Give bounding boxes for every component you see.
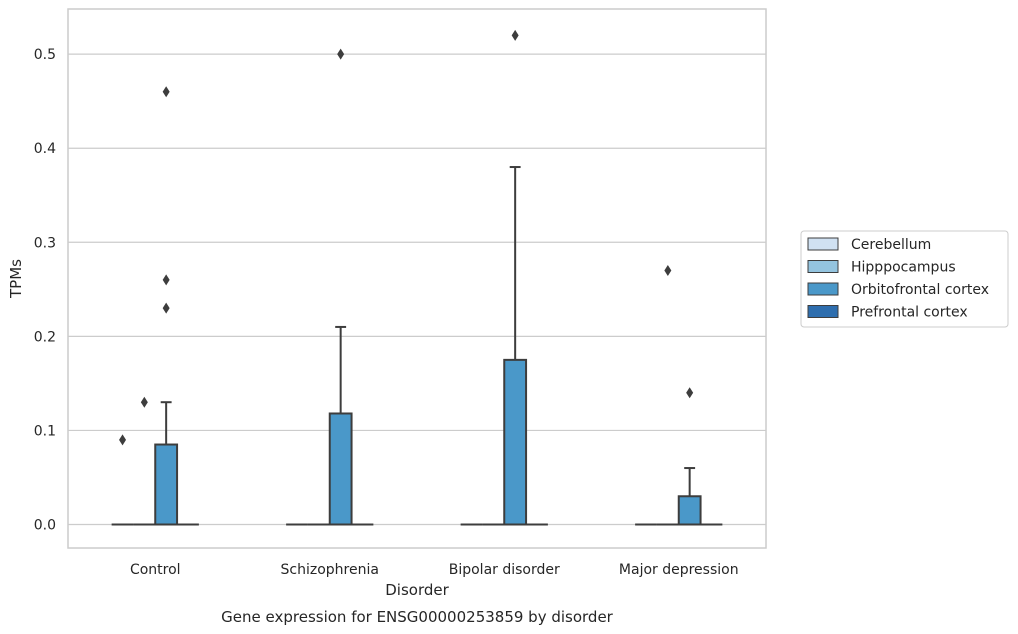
box-hipppocampus-0 — [133, 396, 156, 526]
box-cerebellum-0 — [111, 434, 134, 526]
box-hipppocampus-3 — [656, 265, 679, 526]
outlier-point — [162, 302, 170, 314]
box-orbitofrontal-cortex-3 — [677, 387, 702, 526]
box-orbitofrontal-cortex-2 — [503, 29, 528, 526]
legend-label: Hipppocampus — [851, 260, 956, 276]
legend-item: Cerebellum — [807, 237, 931, 253]
legend-label: Cerebellum — [851, 237, 931, 253]
x-tick-label: Control — [130, 562, 181, 578]
outlier-point — [686, 387, 694, 399]
y-tick-label: 0.1 — [34, 423, 56, 439]
y-axis-label: TPMs — [7, 259, 25, 299]
outlier-point — [664, 265, 672, 277]
plot-marks — [111, 29, 723, 526]
legend-swatch — [807, 260, 839, 273]
outlier-point — [140, 396, 148, 408]
y-tick-label: 0.2 — [34, 329, 56, 345]
legend-label: Orbitofrontal cortex — [851, 282, 989, 298]
y-tick-label: 0.4 — [34, 141, 56, 157]
y-tick-label: 0.5 — [34, 47, 56, 63]
box-body — [328, 412, 353, 526]
outlier-point — [119, 434, 127, 446]
x-tick-label: Major depression — [619, 562, 739, 578]
outlier-point — [337, 48, 345, 60]
x-tick-label: Schizophrenia — [281, 562, 379, 578]
legend: Cerebellum Hipppocampus Orbitofrontal cort… — [800, 230, 1009, 328]
legend-item: Prefrontal cortex — [807, 305, 968, 321]
legend-item: Orbitofrontal cortex — [807, 282, 989, 298]
plot-frame — [67, 8, 767, 549]
box-body — [154, 443, 179, 526]
box-body — [677, 495, 702, 526]
x-tick-labels: Control Schizophrenia Bipolar disorder Majo… — [130, 562, 739, 578]
legend-swatch — [807, 237, 839, 251]
legend-swatch — [807, 282, 839, 296]
y-tick-labels: 0.0 0.1 0.2 0.3 0.4 0.5 — [34, 47, 56, 533]
outlier-point — [511, 29, 519, 41]
legend-item: Hipppocampus — [807, 260, 956, 276]
legend-label: Prefrontal cortex — [851, 305, 968, 321]
box-body — [503, 358, 528, 526]
legend-frame — [800, 230, 1009, 328]
chart-caption: Gene expression for ENSG00000253859 by d… — [221, 608, 614, 626]
outlier-point — [162, 86, 170, 98]
outlier-point — [162, 274, 170, 286]
legend-swatch — [807, 305, 839, 318]
x-tick-label: Bipolar disorder — [449, 562, 560, 578]
y-tick-label: 0.0 — [34, 517, 56, 533]
x-axis-label: Disorder — [385, 581, 449, 599]
box-orbitofrontal-cortex-1 — [328, 48, 353, 526]
box-orbitofrontal-cortex-0 — [154, 86, 179, 526]
y-tick-label: 0.3 — [34, 235, 56, 251]
